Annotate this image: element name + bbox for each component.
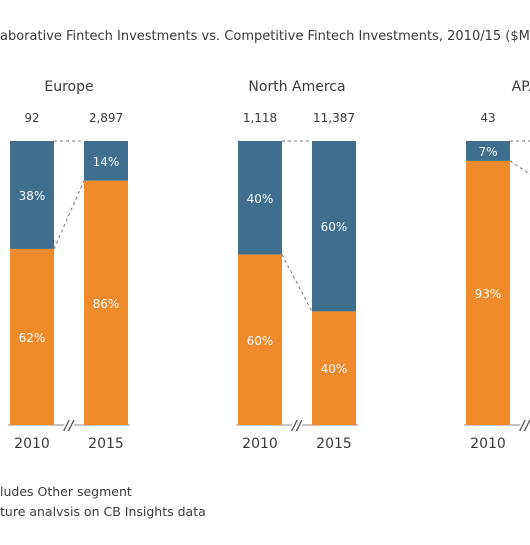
footnote-1: ludes Other segment [0, 484, 132, 499]
bar-segment-bottom-0-0 [10, 248, 54, 425]
bar-total-0-0: 92 [24, 111, 39, 125]
region-label-0: Europe [44, 79, 93, 95]
year-label-1-1: 2015 [316, 436, 352, 452]
connector-split-2 [509, 160, 530, 175]
bar-segment-bottom-1-1 [312, 311, 356, 425]
bar-label-top-1-0: 40% [247, 192, 274, 206]
axis-break-gap-2 [520, 423, 530, 427]
region-label-2: APA [512, 79, 530, 95]
axis-break-mark-0: // [62, 419, 75, 434]
bar-label-bottom-2-0: 93% [475, 287, 502, 301]
bar-label-bottom-1-1: 40% [321, 362, 348, 376]
bar-segment-top-2-0 [466, 141, 510, 161]
connector-split-1 [281, 254, 313, 312]
bar-label-top-0-1: 14% [93, 155, 120, 169]
bar-segment-bottom-2-0 [466, 160, 510, 425]
bar-segment-top-1-0 [238, 141, 282, 255]
bar-label-top-0-0: 38% [19, 189, 46, 203]
bar-label-bottom-1-0: 60% [247, 334, 274, 348]
bar-label-bottom-0-0: 62% [19, 331, 46, 345]
year-label-0-1: 2015 [88, 436, 124, 452]
bar-segment-top-0-0 [10, 141, 54, 249]
region-label-1: North Amerca [248, 79, 345, 95]
year-label-0-0: 2010 [14, 436, 50, 452]
year-label-1-0: 2010 [242, 436, 278, 452]
bar-label-top-2-0: 7% [478, 145, 497, 159]
bar-total-1-0: 1,118 [243, 111, 277, 125]
axis-break-mark-1: // [290, 419, 303, 434]
bar-segment-bottom-1-0 [238, 254, 282, 425]
bar-segment-bottom-0-1 [84, 180, 128, 425]
connector-split-0 [53, 180, 85, 250]
chart-title: aborative Fintech Investments vs. Compet… [0, 29, 530, 44]
bar-label-bottom-0-1: 86% [93, 297, 120, 311]
bar-total-1-1: 11,387 [313, 111, 355, 125]
axis-break-mark-2: // [518, 419, 530, 434]
axis-break-gap-0 [64, 423, 74, 427]
footnote-2: ture analvsis on CB Insights data [0, 504, 206, 519]
bar-segment-top-0-1 [84, 141, 128, 181]
axis-break-gap-1 [292, 423, 302, 427]
bar-label-top-1-1: 60% [321, 220, 348, 234]
bar-total-0-1: 2,897 [89, 111, 123, 125]
year-label-2-0: 2010 [470, 436, 506, 452]
bar-total-2-0: 43 [480, 111, 495, 125]
bar-segment-top-1-1 [312, 141, 356, 312]
